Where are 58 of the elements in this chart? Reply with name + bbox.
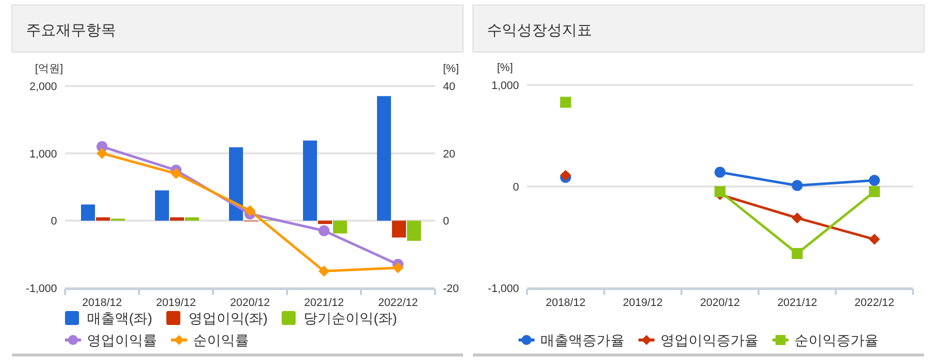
legend-label: 영업이익증가율	[660, 332, 758, 348]
point	[714, 166, 726, 178]
x-tick-label: 2022/12	[378, 297, 418, 309]
point	[792, 212, 803, 224]
bar	[155, 190, 169, 221]
x-tick-label: 2021/12	[304, 297, 344, 309]
y2-tick-label: 20	[443, 148, 456, 160]
x-tick-label: 2020/12	[230, 297, 270, 309]
point	[868, 234, 880, 245]
y-tick-label: 1,000	[491, 80, 519, 92]
legend-label: 순이익증가율	[794, 332, 878, 348]
y2-tick-label: -20	[443, 283, 459, 295]
y-tick-label: 0	[512, 182, 519, 194]
x-tick-label: 2020/12	[700, 297, 740, 309]
y-tick-label: 0	[50, 216, 57, 228]
point	[96, 148, 108, 159]
x-tick-label: 2018/12	[546, 297, 586, 309]
bar	[333, 220, 347, 234]
legend-label: 매출액증가율	[540, 332, 624, 348]
x-tick-label: 2021/12	[777, 297, 818, 309]
y-tick-label: 2,000	[29, 81, 57, 93]
bar	[229, 147, 243, 221]
point	[560, 96, 572, 108]
y-axis-title: [%]	[497, 62, 513, 74]
point	[244, 205, 256, 216]
y2-tick-label: 0	[443, 216, 450, 228]
legend-label: 매출액(좌)	[87, 310, 152, 326]
y-tick-label: -1,000	[26, 283, 57, 295]
point	[714, 186, 726, 198]
point	[792, 180, 803, 191]
bar	[377, 96, 391, 221]
y-tick-label: -1,000	[488, 283, 519, 295]
point	[392, 262, 404, 274]
chart-title: 수익성장성지표	[487, 22, 592, 39]
point	[318, 266, 330, 277]
x-tick-label: 2019/12	[622, 297, 663, 309]
bar	[407, 220, 421, 241]
legend-label: 순이익률	[193, 332, 249, 348]
x-tick-label: 2022/12	[854, 297, 894, 309]
point	[170, 168, 182, 180]
y-tick-label: 1,000	[29, 148, 57, 160]
x-tick-label: 2018/12	[82, 297, 122, 309]
legend-label: 영업이익(좌)	[188, 310, 268, 326]
bar	[318, 220, 332, 224]
legend-label: 당기순이익(좌)	[304, 310, 397, 326]
chart-title: 주요재무항목	[26, 22, 116, 39]
y2-axis-title: [%]	[443, 63, 459, 75]
y-axis-title: [억원]	[35, 63, 64, 75]
bar	[392, 220, 406, 238]
x-tick-label: 2019/12	[156, 297, 196, 309]
point	[318, 225, 330, 236]
bar	[303, 140, 317, 221]
point	[868, 174, 880, 186]
point	[868, 186, 880, 198]
legend-label: 영업이익률	[87, 332, 157, 348]
point	[792, 248, 803, 259]
y2-tick-label: 40	[443, 81, 456, 93]
bar	[81, 204, 95, 221]
